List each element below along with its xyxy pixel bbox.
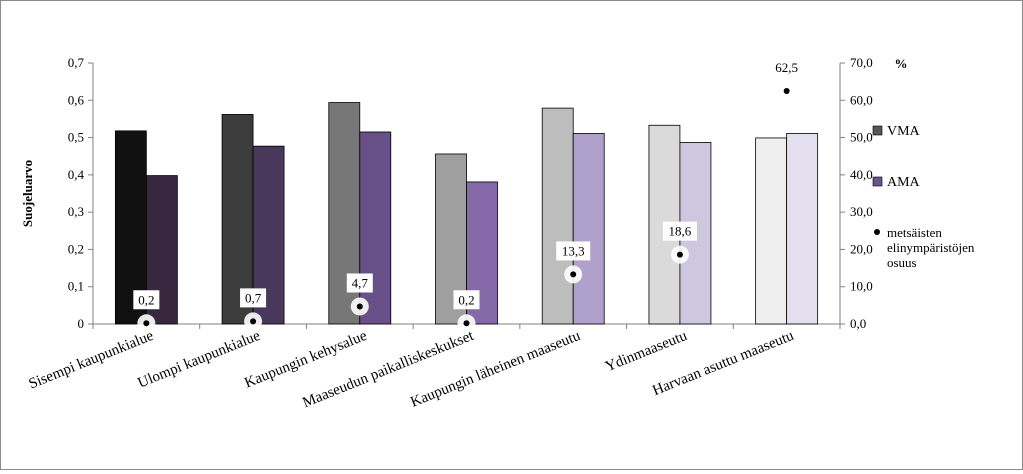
y-tick-label: 0,1 [68,279,84,294]
category-label: Sisempi kaupunkialue [27,328,157,393]
bar-vma [541,107,574,325]
data-point [783,87,790,94]
y-tick-label: 0,3 [68,204,84,219]
y2-tick-label: 20,0 [850,241,873,256]
y2-tick-label: 0,0 [850,316,866,331]
category-label: Ydinmaaseutu [603,328,690,375]
legend-label-line: metsäisten [887,225,942,240]
bar-vma [755,137,788,325]
data-point [676,251,683,258]
data-label-box [133,290,160,310]
data-point [356,303,363,310]
category-label: Kaupungin läheinen maaseutu [408,328,583,411]
y2-tick-label: 10,0 [850,279,873,294]
data-label-box [346,273,373,293]
y2-axis-title: % [895,56,908,71]
data-label: 0,2 [458,292,474,307]
data-label-box [240,288,267,308]
scatter-points: 0,2 0,7 4,7 0,2 13,3 18,6 62,5 [133,57,804,333]
y-tick-label: 0,5 [68,130,84,145]
legend-swatch-vma [872,125,883,136]
data-label: 62,5 [775,60,798,75]
bar-vma [328,102,361,325]
y-tick-label: 0,6 [68,92,85,107]
data-label: 13,3 [562,243,585,258]
y2-tick-label: 70,0 [850,55,873,70]
legend-label-ama: AMA [887,175,921,190]
y-tick-label: 0 [78,316,85,331]
y2-tick-label: 60,0 [850,92,873,107]
y2-tick-label: 50,0 [850,130,873,145]
data-point [463,320,470,327]
data-label: 18,6 [669,224,692,239]
y-tick-label: 0,2 [68,241,84,256]
data-label: 0,7 [245,290,262,305]
category-label: Maaseudun paikalliskeskukset [300,328,476,412]
bars [114,102,819,325]
bar-ama [786,133,819,325]
data-label-box [453,290,480,310]
data-point [570,271,577,278]
y-axis-title: Suojeluarvo [20,160,35,227]
axes: 0 0,1 0,2 0,3 0,4 0,5 0,6 0,7 0,0 10,0 20,0 30,0 40,… [20,55,908,331]
data-point [143,320,150,327]
data-point [250,318,257,325]
data-label-box [556,241,591,261]
legend-label-vma: VMA [887,124,921,139]
y2-tick-label: 40,0 [850,167,873,182]
bar-ama [359,131,392,325]
data-label-box [662,221,697,241]
bar-ama [572,133,605,325]
y2-tick-label: 30,0 [850,204,873,219]
legend-swatch-ama [872,176,883,187]
y-tick-label: 0,7 [68,55,85,70]
y-tick-label: 0,4 [68,167,85,182]
data-label: 0,2 [138,292,154,307]
data-label-box [769,57,804,77]
legend-marker-dot [874,229,880,235]
data-label: 4,7 [352,275,369,290]
legend-label-line: osuus [887,255,917,270]
legend-label-line: elinympäristöjen [887,240,975,255]
